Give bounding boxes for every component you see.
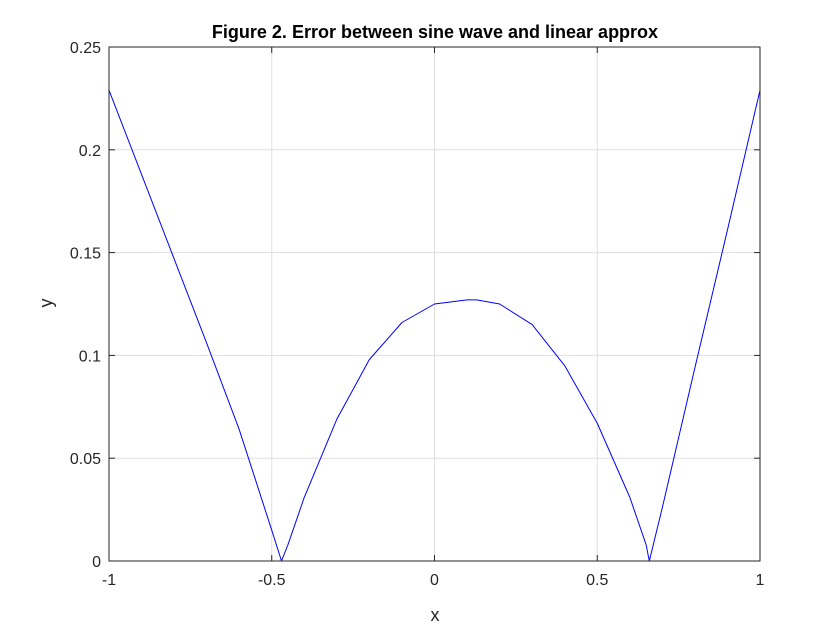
y-tick-label: 0.05 (70, 451, 101, 468)
x-tick-label: -0.5 (258, 572, 286, 589)
series-line (108, 89, 761, 562)
y-axis-label: y (36, 299, 56, 308)
y-tick-label: 0.25 (70, 40, 101, 57)
x-tick-label: -1 (102, 572, 116, 589)
y-tick-label: 0.2 (79, 143, 101, 160)
tick-layer: -1 -0.5 0 0.5 1 0 0.05 0.1 0.15 0.2 0.25 (70, 40, 765, 589)
data-layer (108, 89, 761, 562)
axes-layer (108, 46, 761, 562)
chart-title: Figure 2. Error between sine wave and li… (212, 22, 658, 42)
x-tick-label: 0 (430, 572, 439, 589)
y-tick-label: 0.15 (70, 246, 101, 263)
y-tick-label: 0 (92, 554, 101, 571)
x-axis-label: x (431, 605, 440, 625)
x-tick-label: 1 (756, 572, 765, 589)
y-tick-label: 0.1 (79, 348, 101, 365)
x-tick-label: 0.5 (586, 572, 608, 589)
grid-layer (108, 46, 761, 562)
